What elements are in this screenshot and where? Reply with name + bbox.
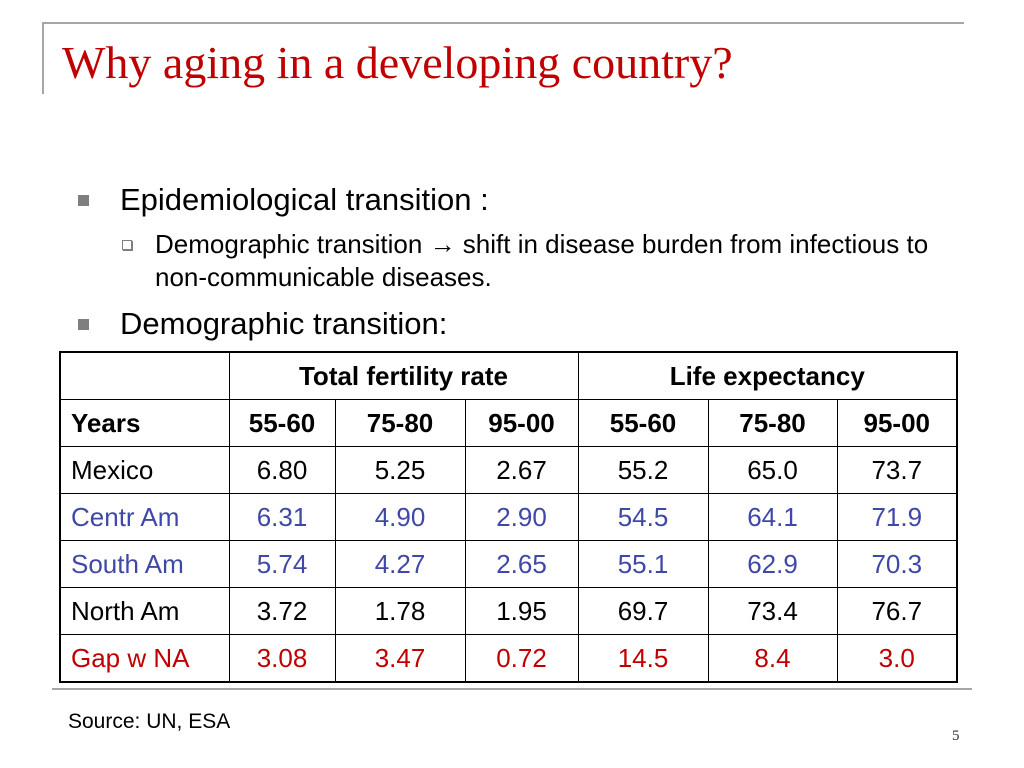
table-cell: 1.78 xyxy=(334,587,466,635)
group-header-row: Total fertility rate Life expectancy xyxy=(59,351,958,400)
table-row: Centr Am 6.31 4.90 2.90 54.5 64.1 71.9 xyxy=(59,493,958,541)
column-header: 55-60 xyxy=(228,399,336,447)
table-cell: 55.1 xyxy=(577,540,709,588)
table-cell: 65.0 xyxy=(707,446,838,494)
table-row: South Am 5.74 4.27 2.65 55.1 62.9 70.3 xyxy=(59,540,958,588)
table-cell: 4.90 xyxy=(334,493,466,541)
table-cell: 2.65 xyxy=(464,540,579,588)
table-cell: 2.67 xyxy=(464,446,579,494)
slide-frame-top xyxy=(42,22,964,24)
table-cell: 6.31 xyxy=(228,493,336,541)
table-cell: 55.2 xyxy=(577,446,709,494)
table-cell: 3.47 xyxy=(334,634,466,683)
table-row: Mexico 6.80 5.25 2.67 55.2 65.0 73.7 xyxy=(59,446,958,494)
table-cell: 0.72 xyxy=(464,634,579,683)
hollow-square-bullet-icon xyxy=(122,240,132,250)
table-cell: 54.5 xyxy=(577,493,709,541)
slide-frame-bottom xyxy=(52,688,972,690)
table-row: North Am 3.72 1.78 1.95 69.7 73.4 76.7 xyxy=(59,587,958,635)
table-cell: 69.7 xyxy=(577,587,709,635)
table-cell: 3.72 xyxy=(228,587,336,635)
table-cell: 73.7 xyxy=(836,446,958,494)
sub-bullet-text: Demographic transition → shift in diseas… xyxy=(155,229,929,292)
table-cell: 1.95 xyxy=(464,587,579,635)
column-header: 95-00 xyxy=(836,399,958,447)
bullet-text: Demographic transition: xyxy=(120,306,448,341)
column-header: 95-00 xyxy=(464,399,579,447)
table-cell: 71.9 xyxy=(836,493,958,541)
table-cell: 76.7 xyxy=(836,587,958,635)
bullet-text: Epidemiological transition : xyxy=(120,182,489,217)
group-header-life-expectancy: Life expectancy xyxy=(577,351,958,400)
table-cell: 14.5 xyxy=(577,634,709,683)
table-cell: 3.0 xyxy=(836,634,958,683)
table-cell: 73.4 xyxy=(707,587,838,635)
slide-frame-left xyxy=(42,22,44,94)
table-cell: 64.1 xyxy=(707,493,838,541)
empty-corner-cell xyxy=(59,351,230,400)
table-cell: 5.74 xyxy=(228,540,336,588)
column-header-row: Years 55-60 75-80 95-00 55-60 75-80 95-0… xyxy=(59,399,958,447)
column-header: 75-80 xyxy=(707,399,838,447)
table-cell: 4.27 xyxy=(334,540,466,588)
table-row: Gap w NA 3.08 3.47 0.72 14.5 8.4 3.0 xyxy=(59,634,958,683)
source-note: Source: UN, ESA xyxy=(68,710,231,733)
table-cell: 6.80 xyxy=(228,446,336,494)
group-header-tfr: Total fertility rate xyxy=(228,351,579,400)
square-bullet-icon xyxy=(78,195,89,206)
column-header: Years xyxy=(59,399,230,447)
row-label: Gap w NA xyxy=(59,634,230,683)
row-label: South Am xyxy=(59,540,230,588)
column-header: 75-80 xyxy=(334,399,466,447)
row-label: Mexico xyxy=(59,446,230,494)
row-label: North Am xyxy=(59,587,230,635)
page-number: 5 xyxy=(952,728,960,744)
table-cell: 8.4 xyxy=(707,634,838,683)
table-cell: 2.90 xyxy=(464,493,579,541)
square-bullet-icon xyxy=(78,319,89,330)
table-cell: 62.9 xyxy=(707,540,838,588)
slide-title: Why aging in a developing country? xyxy=(62,37,733,88)
table-cell: 70.3 xyxy=(836,540,958,588)
table-cell: 5.25 xyxy=(334,446,466,494)
row-label: Centr Am xyxy=(59,493,230,541)
column-header: 55-60 xyxy=(577,399,709,447)
table-cell: 3.08 xyxy=(228,634,336,683)
data-table: Total fertility rate Life expectancy Yea… xyxy=(59,351,958,683)
